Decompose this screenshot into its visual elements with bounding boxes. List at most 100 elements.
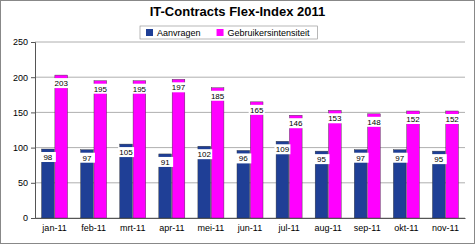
data-label-box <box>131 84 147 94</box>
x-tick-label: apr-11 <box>159 223 184 233</box>
data-label: 146 <box>288 118 304 128</box>
grid-line <box>35 42 465 43</box>
data-label-text: 195 <box>94 85 108 94</box>
bar <box>446 111 459 218</box>
x-tick: jul-11 <box>277 218 299 233</box>
y-tick-label: 0 <box>23 213 28 223</box>
y-tick-label: 100 <box>13 143 28 153</box>
data-label: 97 <box>392 153 408 163</box>
data-label: 197 <box>170 82 186 92</box>
y-tick: 0 <box>23 213 35 223</box>
bar <box>276 141 289 218</box>
data-label: 203 <box>53 78 69 88</box>
y-tick-label: 200 <box>13 73 28 83</box>
data-label-text: 185 <box>211 92 225 101</box>
data-label-box <box>392 153 408 163</box>
data-label: 185 <box>210 91 226 101</box>
y-tick: 100 <box>13 143 35 153</box>
data-label-box <box>79 153 95 163</box>
data-label-box <box>196 149 212 159</box>
bar <box>289 115 302 218</box>
data-label-box <box>170 82 186 92</box>
x-tick-label: mei-11 <box>197 223 224 233</box>
data-label-box <box>118 147 134 157</box>
bar <box>432 151 445 218</box>
x-tick: feb-11 <box>81 218 106 233</box>
bar <box>315 151 328 218</box>
chart: IT-Contracts Flex-Index 2011050100150200… <box>0 0 475 244</box>
data-label: 152 <box>444 114 460 124</box>
data-label-text: 197 <box>172 83 186 92</box>
y-tick: 150 <box>13 108 35 118</box>
data-label: 148 <box>366 117 382 127</box>
data-label-text: 91 <box>161 158 170 167</box>
data-label: 109 <box>274 144 290 154</box>
bars <box>42 75 459 218</box>
x-tick: mrt-11 <box>120 218 145 233</box>
legend-swatch <box>146 29 153 36</box>
data-label-text: 102 <box>198 150 212 159</box>
x-tick: okt-11 <box>394 218 418 233</box>
chart-border <box>1 1 475 244</box>
data-label-text: 97 <box>83 154 92 163</box>
y-tick-mark <box>31 112 35 113</box>
data-label: 152 <box>405 114 421 124</box>
x-tick: nov-11 <box>432 218 459 233</box>
data-label-text: 95 <box>317 155 326 164</box>
data-label-text: 152 <box>406 115 420 124</box>
x-tick: apr-11 <box>159 218 184 233</box>
y-tick-mark <box>31 218 35 219</box>
data-label-text: 152 <box>445 115 459 124</box>
x-tick-label: nov-11 <box>432 223 459 233</box>
x-tick: jan-11 <box>41 218 66 233</box>
data-label: 153 <box>327 113 343 123</box>
data-label: 195 <box>92 84 108 94</box>
data-label-box <box>274 144 290 154</box>
legend-swatch <box>217 29 224 36</box>
bar <box>133 81 146 218</box>
data-label-box <box>53 78 69 88</box>
bar <box>368 114 381 218</box>
data-label-box <box>366 117 382 127</box>
data-label-text: 96 <box>239 154 248 163</box>
bar <box>354 150 367 218</box>
x-axis-line <box>36 218 466 219</box>
y-tick: 50 <box>18 178 35 188</box>
data-label-text: 146 <box>289 119 303 128</box>
x-tick: jun-11 <box>237 218 262 233</box>
y-tick: 250 <box>13 37 35 47</box>
data-label-text: 97 <box>356 154 365 163</box>
data-label: 195 <box>131 84 147 94</box>
y-axis-line <box>31 43 36 219</box>
bar <box>198 146 211 218</box>
data-label-text: 148 <box>367 118 381 127</box>
bar <box>120 144 133 218</box>
y-tick-mark <box>31 148 35 149</box>
x-tick-label: aug-11 <box>315 223 342 233</box>
data-label: 91 <box>157 157 173 167</box>
bar <box>172 79 185 218</box>
x-tick-label: mrt-11 <box>120 223 145 233</box>
data-label: 96 <box>235 153 251 163</box>
x-axis: jan-11 feb-11 mrt-11 apr-11 mei-11 jun-11 jul-… <box>36 218 466 233</box>
data-label-box <box>235 153 251 163</box>
x-tick-label: jul-11 <box>277 223 299 233</box>
data-label-text: 105 <box>119 148 133 157</box>
data-label-box <box>431 154 447 164</box>
y-tick-label: 150 <box>13 108 28 118</box>
data-label-box <box>249 105 265 115</box>
x-tick: mei-11 <box>197 218 224 233</box>
data-label: 97 <box>353 153 369 163</box>
x-tick-label: okt-11 <box>394 223 418 233</box>
bar <box>250 102 263 218</box>
grid-line <box>35 77 465 78</box>
y-tick-mark <box>31 42 35 43</box>
y-tick-label: 50 <box>18 178 28 188</box>
y-axis: 0 50 100 150 200 250 <box>13 37 36 223</box>
data-label-box <box>288 118 304 128</box>
data-label: 98 <box>40 152 56 162</box>
data-label-text: 195 <box>133 85 147 94</box>
y-tick-label: 250 <box>13 37 28 47</box>
bar <box>329 110 342 218</box>
data-label: 102 <box>196 149 212 159</box>
